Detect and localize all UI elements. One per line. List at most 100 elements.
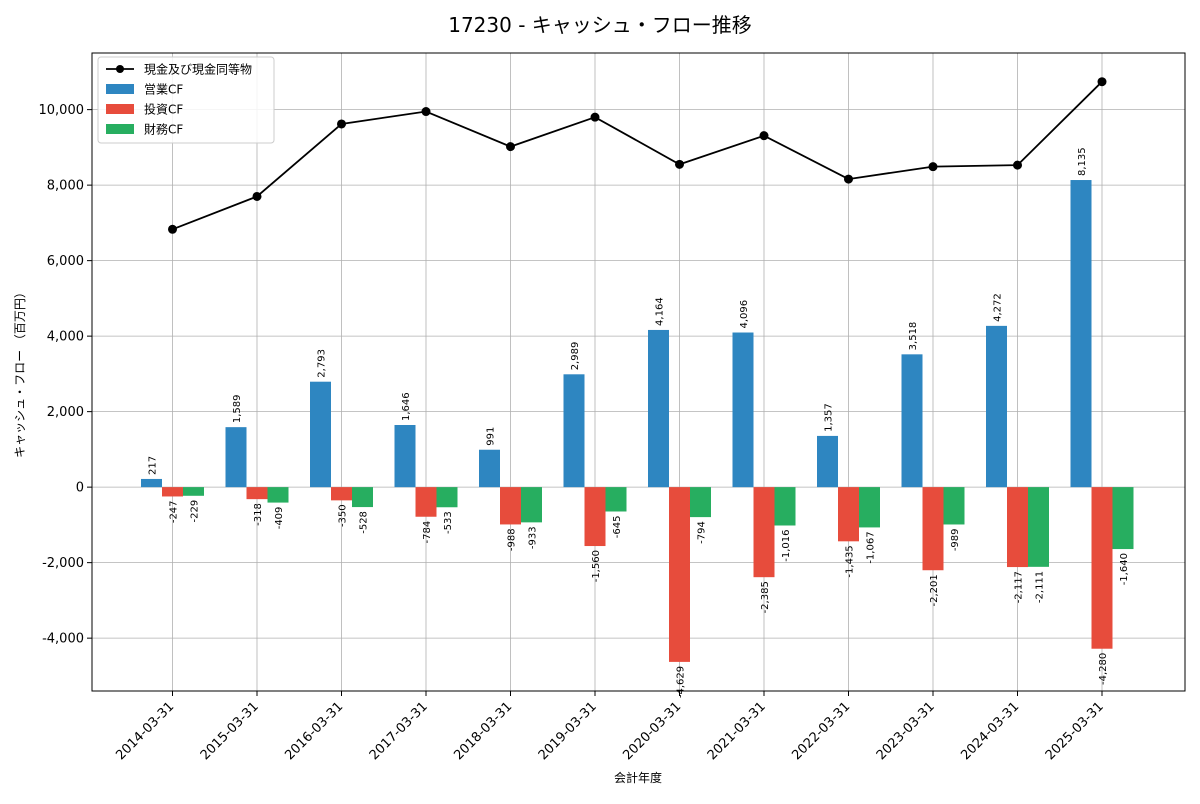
y-tick-label: 8,000 bbox=[47, 179, 84, 194]
bar bbox=[331, 487, 352, 501]
data-label: 2,989 bbox=[570, 342, 581, 371]
bar bbox=[310, 381, 331, 488]
data-label: 4,096 bbox=[739, 300, 750, 329]
bar bbox=[690, 487, 711, 518]
bar bbox=[753, 487, 775, 578]
data-label: -229 bbox=[190, 500, 201, 523]
x-axis-title: 会計年度 bbox=[614, 770, 662, 785]
cash-line bbox=[172, 81, 1103, 231]
cash-point bbox=[928, 162, 938, 172]
legend-swatch bbox=[106, 104, 134, 114]
bar bbox=[415, 487, 437, 517]
data-label: -794 bbox=[697, 521, 708, 544]
bar bbox=[394, 425, 416, 488]
y-tick-label: 6,000 bbox=[47, 254, 84, 269]
bar bbox=[732, 332, 754, 488]
bar bbox=[563, 374, 585, 488]
cash-point bbox=[337, 119, 346, 129]
legend-marker bbox=[116, 65, 124, 73]
bar bbox=[225, 427, 247, 488]
cash-point bbox=[590, 112, 600, 122]
data-label: -2,201 bbox=[929, 574, 940, 606]
y-tick-label: 4,000 bbox=[47, 330, 84, 345]
cash-point bbox=[506, 142, 515, 152]
x-tick-label: 2025-03-31 bbox=[1043, 699, 1107, 763]
bar bbox=[774, 487, 796, 526]
x-tick-label: 2022-03-31 bbox=[789, 699, 853, 763]
data-label: 991 bbox=[486, 427, 497, 446]
bar bbox=[1007, 487, 1028, 568]
data-label: -1,640 bbox=[1119, 553, 1130, 585]
bar bbox=[352, 487, 373, 508]
data-label: 3,518 bbox=[908, 322, 919, 351]
cash-point bbox=[759, 131, 769, 141]
data-label: 8,135 bbox=[1077, 147, 1088, 176]
data-label: -645 bbox=[612, 515, 623, 538]
data-label: -784 bbox=[422, 521, 433, 544]
cash-point bbox=[421, 107, 431, 117]
data-label: -4,629 bbox=[676, 666, 687, 698]
cash-point bbox=[1013, 160, 1022, 170]
bar bbox=[648, 329, 669, 488]
bar bbox=[246, 487, 268, 500]
legend-label: 現金及び現金同等物 bbox=[144, 62, 252, 77]
bar bbox=[986, 325, 1007, 488]
y-tick-label: -2,000 bbox=[42, 556, 84, 571]
data-label: 217 bbox=[148, 456, 159, 475]
bar bbox=[479, 449, 500, 488]
bar bbox=[838, 487, 859, 542]
x-tick-label: 2015-03-31 bbox=[198, 699, 262, 763]
x-tick-label: 2021-03-31 bbox=[705, 699, 769, 763]
legend-label: 投資CF bbox=[144, 102, 183, 117]
y-tick-label: 10,000 bbox=[39, 103, 85, 118]
line-layer bbox=[168, 77, 1107, 234]
data-label: -318 bbox=[253, 503, 264, 526]
cash-point bbox=[252, 191, 262, 201]
data-label: -1,067 bbox=[866, 531, 877, 563]
x-tick-label: 2018-03-31 bbox=[451, 699, 515, 763]
x-tick-label: 2024-03-31 bbox=[958, 699, 1022, 763]
label-layer: 217 1,589 2,793 1,646 991 2,989 4,164 4,096 1,35… bbox=[148, 147, 1131, 698]
data-label: -4,280 bbox=[1098, 653, 1109, 685]
bar bbox=[141, 478, 162, 488]
bar bbox=[500, 487, 521, 525]
chart-title: 17230 - キャッシュ・フロー推移 bbox=[448, 13, 752, 37]
x-tick-label: 2016-03-31 bbox=[282, 699, 346, 763]
bar bbox=[1070, 180, 1092, 488]
bar bbox=[605, 487, 627, 512]
y-axis-title: キャッシュ・フロー （百万円） bbox=[13, 286, 27, 458]
data-label: -528 bbox=[359, 511, 370, 534]
x-tick-label: 2019-03-31 bbox=[536, 699, 600, 763]
legend-box bbox=[97, 56, 275, 144]
data-label: -1,435 bbox=[845, 545, 856, 577]
y-tick-label: -4,000 bbox=[42, 632, 84, 647]
x-tick-label: 2020-03-31 bbox=[620, 699, 684, 763]
cash-point bbox=[675, 159, 684, 169]
data-label: 1,589 bbox=[232, 395, 243, 424]
y-tick-label: 2,000 bbox=[47, 405, 84, 420]
cash-point bbox=[1097, 77, 1107, 87]
x-tick-label: 2023-03-31 bbox=[874, 699, 938, 763]
data-label: -2,111 bbox=[1035, 571, 1046, 603]
data-label: 2,793 bbox=[317, 349, 328, 378]
data-label: 4,272 bbox=[993, 293, 1004, 322]
grid-layer bbox=[92, 53, 1185, 691]
legend-swatch bbox=[106, 124, 134, 134]
bar bbox=[922, 487, 944, 571]
cash-point bbox=[844, 174, 853, 184]
legend-swatch bbox=[106, 84, 134, 94]
bar bbox=[1091, 487, 1113, 649]
plot-frame bbox=[91, 52, 1186, 692]
data-label: -1,560 bbox=[591, 550, 602, 582]
data-label: -247 bbox=[169, 500, 180, 523]
bar bbox=[436, 487, 458, 508]
data-label: 1,357 bbox=[824, 403, 835, 432]
bar bbox=[521, 487, 542, 523]
data-label: -988 bbox=[507, 528, 518, 551]
y-tick-label: 0 bbox=[76, 481, 84, 496]
x-tick-label: 2017-03-31 bbox=[367, 699, 431, 763]
data-label: 4,164 bbox=[655, 297, 666, 326]
